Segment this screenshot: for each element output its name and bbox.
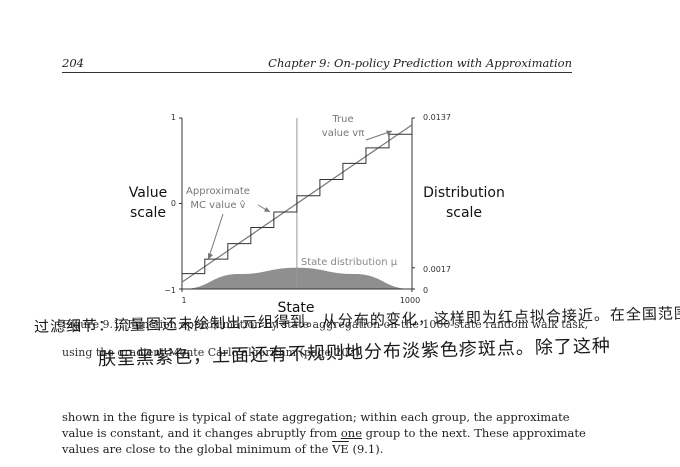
header-rule bbox=[62, 72, 572, 73]
approx-value-arrowhead-2 bbox=[208, 253, 213, 260]
right-tick-label: 0.0017 bbox=[423, 265, 451, 274]
page-number: 204 bbox=[62, 56, 84, 70]
body-line-part: values are close to the global minimum o… bbox=[62, 442, 333, 456]
figure-caption-2: using the gradient Monte Carlo algorithm… bbox=[62, 346, 364, 359]
body-line-part: value is constant, and it changes abrupt… bbox=[62, 426, 341, 440]
approx-value-steps bbox=[182, 133, 412, 275]
approx-value-pointer-2 bbox=[207, 213, 224, 261]
body-line-part: (9.1). bbox=[348, 442, 384, 456]
left-tick-label: −1 bbox=[164, 286, 176, 295]
ve-symbol: VE bbox=[332, 442, 349, 456]
approx-value-label-2: MC value v̂ bbox=[190, 199, 245, 211]
approx-value-arrowhead bbox=[264, 207, 270, 212]
body-line-part: group to the next. These approximate bbox=[362, 426, 586, 440]
body-line: shown in the figure is typical of state … bbox=[62, 410, 570, 424]
x-axis-label: State bbox=[277, 300, 314, 316]
x-tick-label: 1000 bbox=[400, 296, 420, 305]
true-value-arrowhead bbox=[386, 130, 392, 136]
plot-layer bbox=[179, 117, 415, 292]
right-tick-label: 0 bbox=[423, 286, 428, 295]
distribution-label: State distribution μ bbox=[301, 257, 398, 268]
left-tick-label: 1 bbox=[171, 113, 176, 122]
approx-value-label: Approximate bbox=[186, 186, 250, 197]
right-tick-label: 0.0137 bbox=[423, 113, 451, 122]
true-value-label-2: value vπ bbox=[322, 128, 364, 139]
left-tick-label: 0 bbox=[171, 199, 176, 208]
left-axis-label-2: scale bbox=[130, 205, 166, 221]
body-paragraph: shown in the figure is typical of state … bbox=[62, 409, 586, 457]
body-line: value is constant, and it changes abrupt… bbox=[62, 425, 586, 441]
figure-caption: Figure 9.1: Function approximation by st… bbox=[62, 318, 589, 331]
true-value-label: True bbox=[331, 114, 353, 125]
left-axis-label: Value bbox=[129, 185, 167, 201]
right-axis-label: Distribution bbox=[423, 185, 505, 201]
underlined-word: one bbox=[340, 426, 363, 440]
chapter-title: Chapter 9: On-policy Prediction with App… bbox=[268, 56, 572, 70]
body-line: values are close to the global minimum o… bbox=[62, 441, 582, 457]
x-tick-label: 1 bbox=[181, 296, 186, 305]
right-axis-label-2: scale bbox=[446, 205, 482, 221]
